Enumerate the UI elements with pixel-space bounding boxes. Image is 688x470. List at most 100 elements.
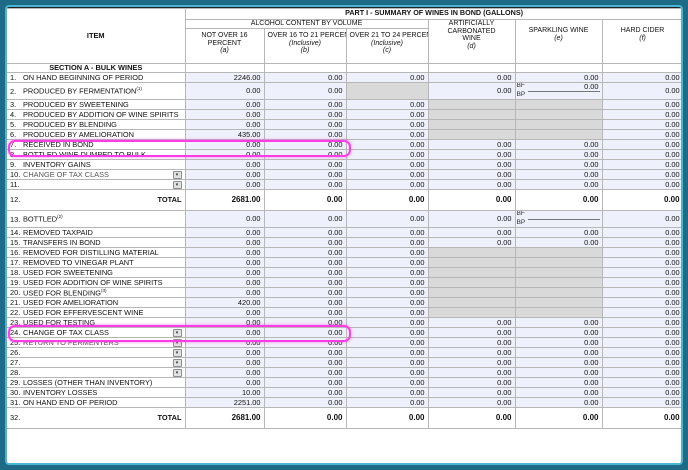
dropdown-arrow-icon[interactable]: ▾: [172, 338, 182, 347]
value-input-cell[interactable]: 0.00: [263, 327, 347, 338]
dropdown-arrow-icon[interactable]: ▾: [172, 328, 182, 337]
value-input-cell[interactable]: 0.00: [263, 210, 347, 228]
value-input-cell[interactable]: 0.00: [601, 377, 681, 388]
value-input-cell[interactable]: 0.00: [601, 277, 681, 288]
value-input-cell[interactable]: 0.00: [184, 357, 265, 368]
value-input-cell[interactable]: 0.00: [427, 377, 516, 388]
value-input-cell[interactable]: 0.00: [601, 210, 681, 228]
value-input-cell[interactable]: 0.00: [263, 397, 347, 408]
value-input-cell[interactable]: 0.00: [601, 139, 681, 150]
value-input-cell[interactable]: 0.00: [184, 257, 265, 268]
value-input-cell[interactable]: 0.00: [345, 72, 429, 83]
value-input-cell[interactable]: 0.00: [601, 287, 681, 298]
value-input-cell[interactable]: 0.00: [184, 347, 265, 358]
value-input-cell[interactable]: 0.00: [345, 317, 429, 328]
value-input-cell[interactable]: 0.00: [601, 327, 681, 338]
value-input-cell[interactable]: 0.00: [263, 129, 347, 140]
value-input-cell[interactable]: 0.00: [184, 307, 265, 318]
value-input-cell[interactable]: 0.00: [184, 99, 265, 110]
value-input-cell[interactable]: 0.00: [345, 337, 429, 348]
dropdown-arrow-icon[interactable]: ▾: [172, 180, 182, 189]
value-input-cell[interactable]: 0.00: [263, 277, 347, 288]
value-input-cell[interactable]: 0.00: [514, 227, 603, 238]
value-input-cell[interactable]: 0.00: [263, 257, 347, 268]
value-input-cell[interactable]: 0.00: [514, 139, 603, 150]
value-input-cell[interactable]: 0.00: [601, 367, 681, 378]
value-input-cell[interactable]: 0.00: [514, 317, 603, 328]
value-input-cell[interactable]: 0.00: [345, 387, 429, 398]
value-input-cell[interactable]: 0.00: [427, 159, 516, 170]
value-input-cell[interactable]: 0.00: [263, 227, 347, 238]
value-input-cell[interactable]: 0.00: [184, 247, 265, 258]
value-input-cell[interactable]: 0.00: [427, 337, 516, 348]
value-input-cell[interactable]: 0.00: [184, 109, 265, 120]
value-input-cell[interactable]: 0.00: [514, 357, 603, 368]
value-input-cell[interactable]: 0.00: [345, 119, 429, 130]
sparkling-bf-bp-cell[interactable]: BF BP 0.00: [514, 82, 603, 100]
value-input-cell[interactable]: 0.00: [345, 139, 429, 150]
value-input-cell[interactable]: 0.00: [345, 129, 429, 140]
value-input-cell[interactable]: 0.00: [514, 337, 603, 348]
value-input-cell[interactable]: 0.00: [601, 337, 681, 348]
value-input-cell[interactable]: 0.00: [184, 327, 265, 338]
value-input-cell[interactable]: 0.00: [427, 82, 516, 100]
value-input-cell[interactable]: 0.00: [263, 179, 347, 190]
value-input-cell[interactable]: 0.00: [263, 72, 347, 83]
value-input-cell[interactable]: 0.00: [263, 237, 347, 248]
value-input-cell[interactable]: 0.00: [601, 179, 681, 190]
value-input-cell[interactable]: 0.00: [345, 267, 429, 278]
value-input-cell[interactable]: 0.00: [427, 139, 516, 150]
value-input-cell[interactable]: 0.00: [427, 179, 516, 190]
value-input-cell[interactable]: 0.00: [427, 169, 516, 180]
value-input-cell[interactable]: 0.00: [601, 119, 681, 130]
value-input-cell[interactable]: 0.00: [514, 387, 603, 398]
value-input-cell[interactable]: 0.00: [601, 82, 681, 100]
value-input-cell[interactable]: 0.00: [345, 357, 429, 368]
dropdown-arrow-icon[interactable]: ▾: [172, 358, 182, 367]
value-input-cell[interactable]: 0.00: [184, 119, 265, 130]
value-input-cell[interactable]: 0.00: [184, 169, 265, 180]
value-input-cell[interactable]: 0.00: [345, 377, 429, 388]
value-input-cell[interactable]: 0.00: [601, 247, 681, 258]
value-input-cell[interactable]: 0.00: [263, 169, 347, 180]
value-input-cell[interactable]: 0.00: [184, 367, 265, 378]
value-input-cell[interactable]: 0.00: [601, 169, 681, 180]
value-input-cell[interactable]: 0.00: [601, 149, 681, 160]
value-input-cell[interactable]: 0.00: [601, 129, 681, 140]
value-input-cell[interactable]: 2251.00: [184, 397, 265, 408]
value-input-cell[interactable]: 0.00: [427, 327, 516, 338]
value-input-cell[interactable]: 0.00: [184, 317, 265, 328]
value-input-cell[interactable]: 0.00: [263, 82, 347, 100]
value-input-cell[interactable]: 0.00: [263, 367, 347, 378]
value-input-cell[interactable]: 0.00: [345, 297, 429, 308]
value-input-cell[interactable]: 0.00: [427, 387, 516, 398]
value-input-cell[interactable]: 0.00: [345, 149, 429, 160]
value-input-cell[interactable]: 0.00: [345, 347, 429, 358]
value-input-cell[interactable]: 0.00: [345, 327, 429, 338]
value-input-cell[interactable]: 0.00: [263, 287, 347, 298]
value-input-cell[interactable]: 0.00: [514, 169, 603, 180]
value-input-cell[interactable]: 0.00: [427, 227, 516, 238]
value-input-cell[interactable]: 0.00: [184, 82, 265, 100]
value-input-cell[interactable]: 0.00: [427, 237, 516, 248]
value-input-cell[interactable]: 0.00: [345, 247, 429, 258]
value-input-cell[interactable]: 0.00: [427, 317, 516, 328]
value-input-cell[interactable]: 0.00: [601, 237, 681, 248]
value-input-cell[interactable]: 0.00: [345, 397, 429, 408]
value-input-cell[interactable]: 0.00: [345, 237, 429, 248]
value-input-cell[interactable]: 0.00: [263, 247, 347, 258]
value-input-cell[interactable]: 0.00: [184, 227, 265, 238]
value-input-cell[interactable]: 0.00: [345, 227, 429, 238]
value-input-cell[interactable]: 0.00: [514, 367, 603, 378]
value-input-cell[interactable]: 0.00: [263, 159, 347, 170]
value-input-cell[interactable]: 0.00: [184, 337, 265, 348]
value-input-cell[interactable]: 0.00: [427, 347, 516, 358]
value-input-cell[interactable]: 0.00: [601, 257, 681, 268]
value-input-cell[interactable]: 0.00: [427, 357, 516, 368]
value-input-cell[interactable]: 0.00: [263, 119, 347, 130]
value-input-cell[interactable]: 0.00: [601, 357, 681, 368]
value-input-cell[interactable]: 0.00: [514, 159, 603, 170]
value-input-cell[interactable]: 0.00: [345, 367, 429, 378]
value-input-cell[interactable]: 0.00: [184, 179, 265, 190]
value-input-cell[interactable]: 0.00: [514, 377, 603, 388]
